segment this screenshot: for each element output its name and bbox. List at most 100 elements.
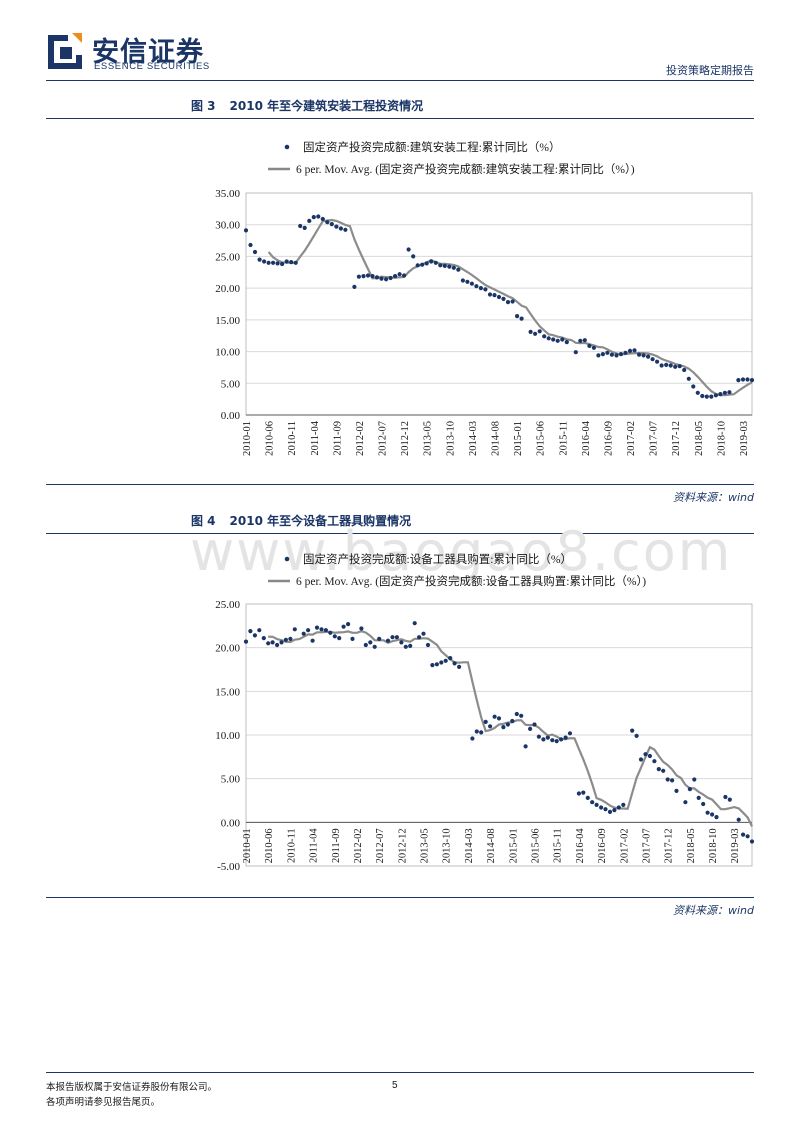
data-point bbox=[740, 377, 746, 382]
data-point bbox=[456, 267, 461, 272]
figure-3-bottom-rule bbox=[46, 484, 754, 485]
y-tick-label: 25.00 bbox=[215, 599, 240, 611]
x-tick-label: 2015-06 bbox=[531, 828, 542, 863]
logo-text-cn: 安信证券 bbox=[92, 37, 204, 68]
data-point bbox=[334, 224, 339, 229]
data-point bbox=[298, 223, 303, 229]
x-tick-label: 2011-09 bbox=[332, 421, 343, 456]
data-point bbox=[560, 337, 565, 342]
data-point bbox=[745, 377, 750, 382]
data-point bbox=[655, 359, 660, 364]
data-point bbox=[266, 260, 271, 265]
data-point bbox=[722, 390, 728, 395]
x-tick-label: 2010-01 bbox=[242, 828, 253, 863]
x-tick-label: 2010-01 bbox=[242, 421, 253, 456]
data-point bbox=[478, 286, 483, 291]
data-point bbox=[248, 242, 253, 248]
data-point bbox=[252, 249, 258, 255]
data-point bbox=[252, 633, 257, 638]
x-tick-label: 2018-10 bbox=[716, 421, 727, 456]
y-tick-label: 20.00 bbox=[215, 643, 240, 655]
data-point bbox=[545, 735, 550, 740]
data-point bbox=[328, 630, 333, 635]
data-point bbox=[496, 294, 502, 300]
x-tick-label: 2013-10 bbox=[442, 828, 453, 863]
data-point bbox=[637, 352, 642, 357]
figure-4-source: 资料来源：wind bbox=[672, 904, 754, 917]
data-point bbox=[465, 279, 470, 284]
data-point bbox=[563, 735, 568, 740]
data-point bbox=[682, 367, 687, 373]
data-point bbox=[591, 345, 596, 350]
data-point bbox=[696, 795, 701, 800]
data-point bbox=[528, 726, 533, 731]
x-tick-label: 2012-02 bbox=[353, 828, 364, 863]
figure-3-title: 图 3 2010 年至今建筑安装工程投资情况 bbox=[191, 97, 423, 114]
data-point bbox=[605, 350, 610, 355]
data-point bbox=[634, 733, 639, 738]
data-point bbox=[659, 363, 664, 368]
data-point bbox=[323, 628, 328, 633]
data-point bbox=[749, 839, 755, 844]
data-point bbox=[614, 353, 619, 358]
data-point bbox=[705, 810, 710, 815]
data-point bbox=[293, 260, 298, 265]
watermark: www.baogao8.com bbox=[190, 520, 733, 583]
footer-divider bbox=[46, 1072, 754, 1073]
y-tick-label: 5.00 bbox=[221, 774, 241, 786]
data-point bbox=[745, 834, 750, 839]
data-point bbox=[338, 226, 343, 231]
data-point bbox=[275, 261, 280, 266]
data-point bbox=[541, 737, 546, 742]
legend-marker-dots bbox=[284, 556, 290, 562]
y-tick-label: 5.00 bbox=[221, 378, 241, 390]
data-point bbox=[406, 247, 411, 252]
y-tick-label: 20.00 bbox=[215, 283, 240, 295]
data-point bbox=[451, 265, 456, 270]
data-point bbox=[310, 638, 315, 643]
data-point bbox=[332, 634, 337, 639]
data-point bbox=[515, 314, 520, 319]
data-point bbox=[542, 334, 547, 339]
data-point bbox=[668, 363, 673, 368]
data-point bbox=[528, 329, 533, 334]
data-point bbox=[576, 791, 581, 796]
data-point bbox=[337, 636, 342, 641]
data-point bbox=[306, 628, 311, 633]
x-tick-label: 2014-08 bbox=[490, 421, 501, 456]
legend-entry-moving-average: 6 per. Mov. Avg. (固定资产投资完成额:设备工器具购置:累计同比… bbox=[296, 574, 646, 588]
data-point bbox=[399, 640, 404, 645]
y-tick-label: 30.00 bbox=[215, 220, 240, 232]
data-point bbox=[368, 640, 373, 645]
footer-copyright: 本报告版权属于安信证券股份有限公司。 bbox=[46, 1082, 218, 1093]
x-tick-label: 2017-12 bbox=[671, 421, 682, 456]
data-point bbox=[457, 664, 462, 669]
x-tick-label: 2015-01 bbox=[513, 421, 524, 456]
data-point bbox=[519, 316, 524, 321]
x-tick-label: 2010-11 bbox=[286, 828, 297, 863]
data-point bbox=[359, 626, 364, 631]
data-point bbox=[442, 263, 447, 268]
x-tick-label: 2010-06 bbox=[264, 828, 275, 863]
figure-4-title: 图 4 2010 年至今设备工器具购置情况 bbox=[191, 512, 411, 529]
data-point bbox=[701, 801, 706, 807]
data-point bbox=[519, 713, 524, 718]
data-point bbox=[621, 802, 626, 807]
page-number: 5 bbox=[392, 1080, 398, 1091]
x-tick-label: 2014-03 bbox=[468, 421, 479, 456]
data-point bbox=[664, 362, 669, 367]
data-point bbox=[425, 642, 431, 648]
chart-legend: 固定资产投资完成额:设备工器具购置:累计同比（%） 6 per. Mov. Avg… bbox=[268, 552, 646, 588]
data-point bbox=[307, 218, 312, 223]
data-point bbox=[361, 274, 366, 279]
x-tick-label: 2011-04 bbox=[309, 828, 320, 863]
data-point bbox=[292, 627, 297, 632]
data-point bbox=[488, 724, 493, 729]
x-tick-label: 2013-05 bbox=[423, 421, 434, 456]
figure-3-caption: 2010 年至今建筑安装工程投资情况 bbox=[229, 99, 424, 113]
data-point bbox=[656, 767, 661, 772]
x-tick-label: 2012-07 bbox=[378, 421, 389, 456]
data-point bbox=[356, 274, 361, 279]
data-point bbox=[279, 640, 284, 645]
data-point bbox=[670, 778, 675, 783]
